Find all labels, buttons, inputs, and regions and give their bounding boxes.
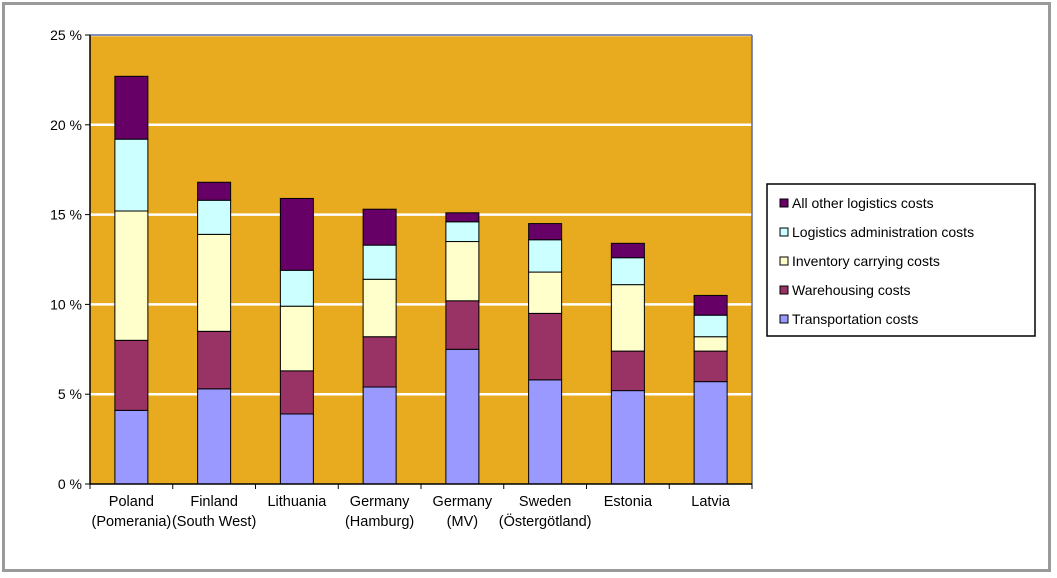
bar-segment — [114, 138, 149, 212]
bar-segment — [693, 294, 728, 316]
bar-segment — [114, 75, 149, 140]
legend-swatch — [779, 198, 789, 208]
bar-segment — [197, 388, 232, 485]
bar-segment — [693, 336, 728, 352]
bar-segment — [610, 242, 645, 259]
bar-segment — [114, 210, 149, 341]
x-category-label: (MV) — [447, 514, 478, 530]
y-tick-label: 25 % — [50, 27, 82, 43]
bar-segment — [610, 350, 645, 392]
bar-segment — [362, 208, 397, 246]
bar-segment — [279, 269, 314, 307]
legend-swatch — [779, 227, 789, 237]
x-category-label: Poland — [109, 494, 154, 510]
bar-segment — [197, 181, 232, 201]
legend-label: All other logistics costs — [792, 195, 934, 211]
x-category-label: Germany — [350, 494, 410, 510]
bar-segment — [610, 390, 645, 485]
bar-segment — [445, 348, 480, 485]
bar-segment — [197, 199, 232, 235]
x-category-label: Germany — [433, 494, 493, 510]
bar-segment — [693, 314, 728, 338]
y-tick-label: 10 % — [50, 296, 82, 312]
bar-segment — [114, 409, 149, 485]
bar-segment — [362, 336, 397, 388]
bar-segment — [362, 386, 397, 485]
y-tick-label: 0 % — [58, 476, 82, 492]
x-category-label: (South West) — [172, 514, 256, 530]
bar-segment — [197, 330, 232, 390]
bar-segment — [445, 221, 480, 243]
bar-segment — [279, 370, 314, 415]
bar-segment — [279, 305, 314, 372]
bar-segment — [197, 233, 232, 332]
x-category-label: Latvia — [691, 494, 731, 510]
x-category-label: (Östergötland) — [499, 512, 592, 530]
bar-segment — [693, 381, 728, 485]
bar-segment — [362, 278, 397, 338]
legend-swatch — [779, 314, 789, 324]
y-tick-label: 20 % — [50, 117, 82, 133]
axes — [89, 34, 753, 489]
x-category-label: (Hamburg) — [345, 514, 414, 530]
bar-segment — [279, 413, 314, 485]
legend-swatch — [779, 256, 789, 266]
plot-area — [90, 35, 752, 484]
bar-segment — [528, 271, 563, 314]
x-category-label: Estonia — [604, 494, 653, 510]
bar-segment — [693, 350, 728, 383]
bar-stacks — [114, 75, 728, 485]
bar-segment — [528, 223, 563, 241]
x-category-label: Sweden — [519, 494, 571, 510]
x-category-label: (Pomerania) — [91, 514, 171, 530]
bar-segment — [528, 239, 563, 273]
bar-segment — [528, 379, 563, 485]
legend-box — [766, 183, 1036, 337]
legend: All other logistics costs Logistics admin… — [766, 183, 1036, 337]
x-axis-labels: Poland (Pomerania) Finland (South West) Lith… — [91, 494, 730, 530]
bar-segment — [445, 300, 480, 350]
x-category-label: Lithuania — [267, 494, 327, 510]
bar-segment — [528, 312, 563, 381]
legend-swatch — [779, 285, 789, 295]
legend-label: Logistics administration costs — [792, 224, 974, 240]
bar-segment — [279, 197, 314, 271]
bar-segment — [610, 284, 645, 352]
bar-segment — [362, 244, 397, 280]
y-tick-label: 5 % — [58, 386, 82, 402]
y-tick-label: 15 % — [50, 207, 82, 223]
x-category-label: Finland — [190, 494, 238, 510]
legend-label: Inventory carrying costs — [792, 253, 940, 269]
legend-label: Transportation costs — [792, 311, 918, 327]
y-axis-ticks: 0 % 5 % 10 % 15 % 20 % 25 % — [50, 27, 90, 492]
legend-label: Warehousing costs — [792, 282, 911, 298]
bar-segment — [445, 241, 480, 302]
bar-segment — [445, 212, 480, 223]
bar-segment — [114, 339, 149, 411]
bar-segment — [610, 257, 645, 286]
